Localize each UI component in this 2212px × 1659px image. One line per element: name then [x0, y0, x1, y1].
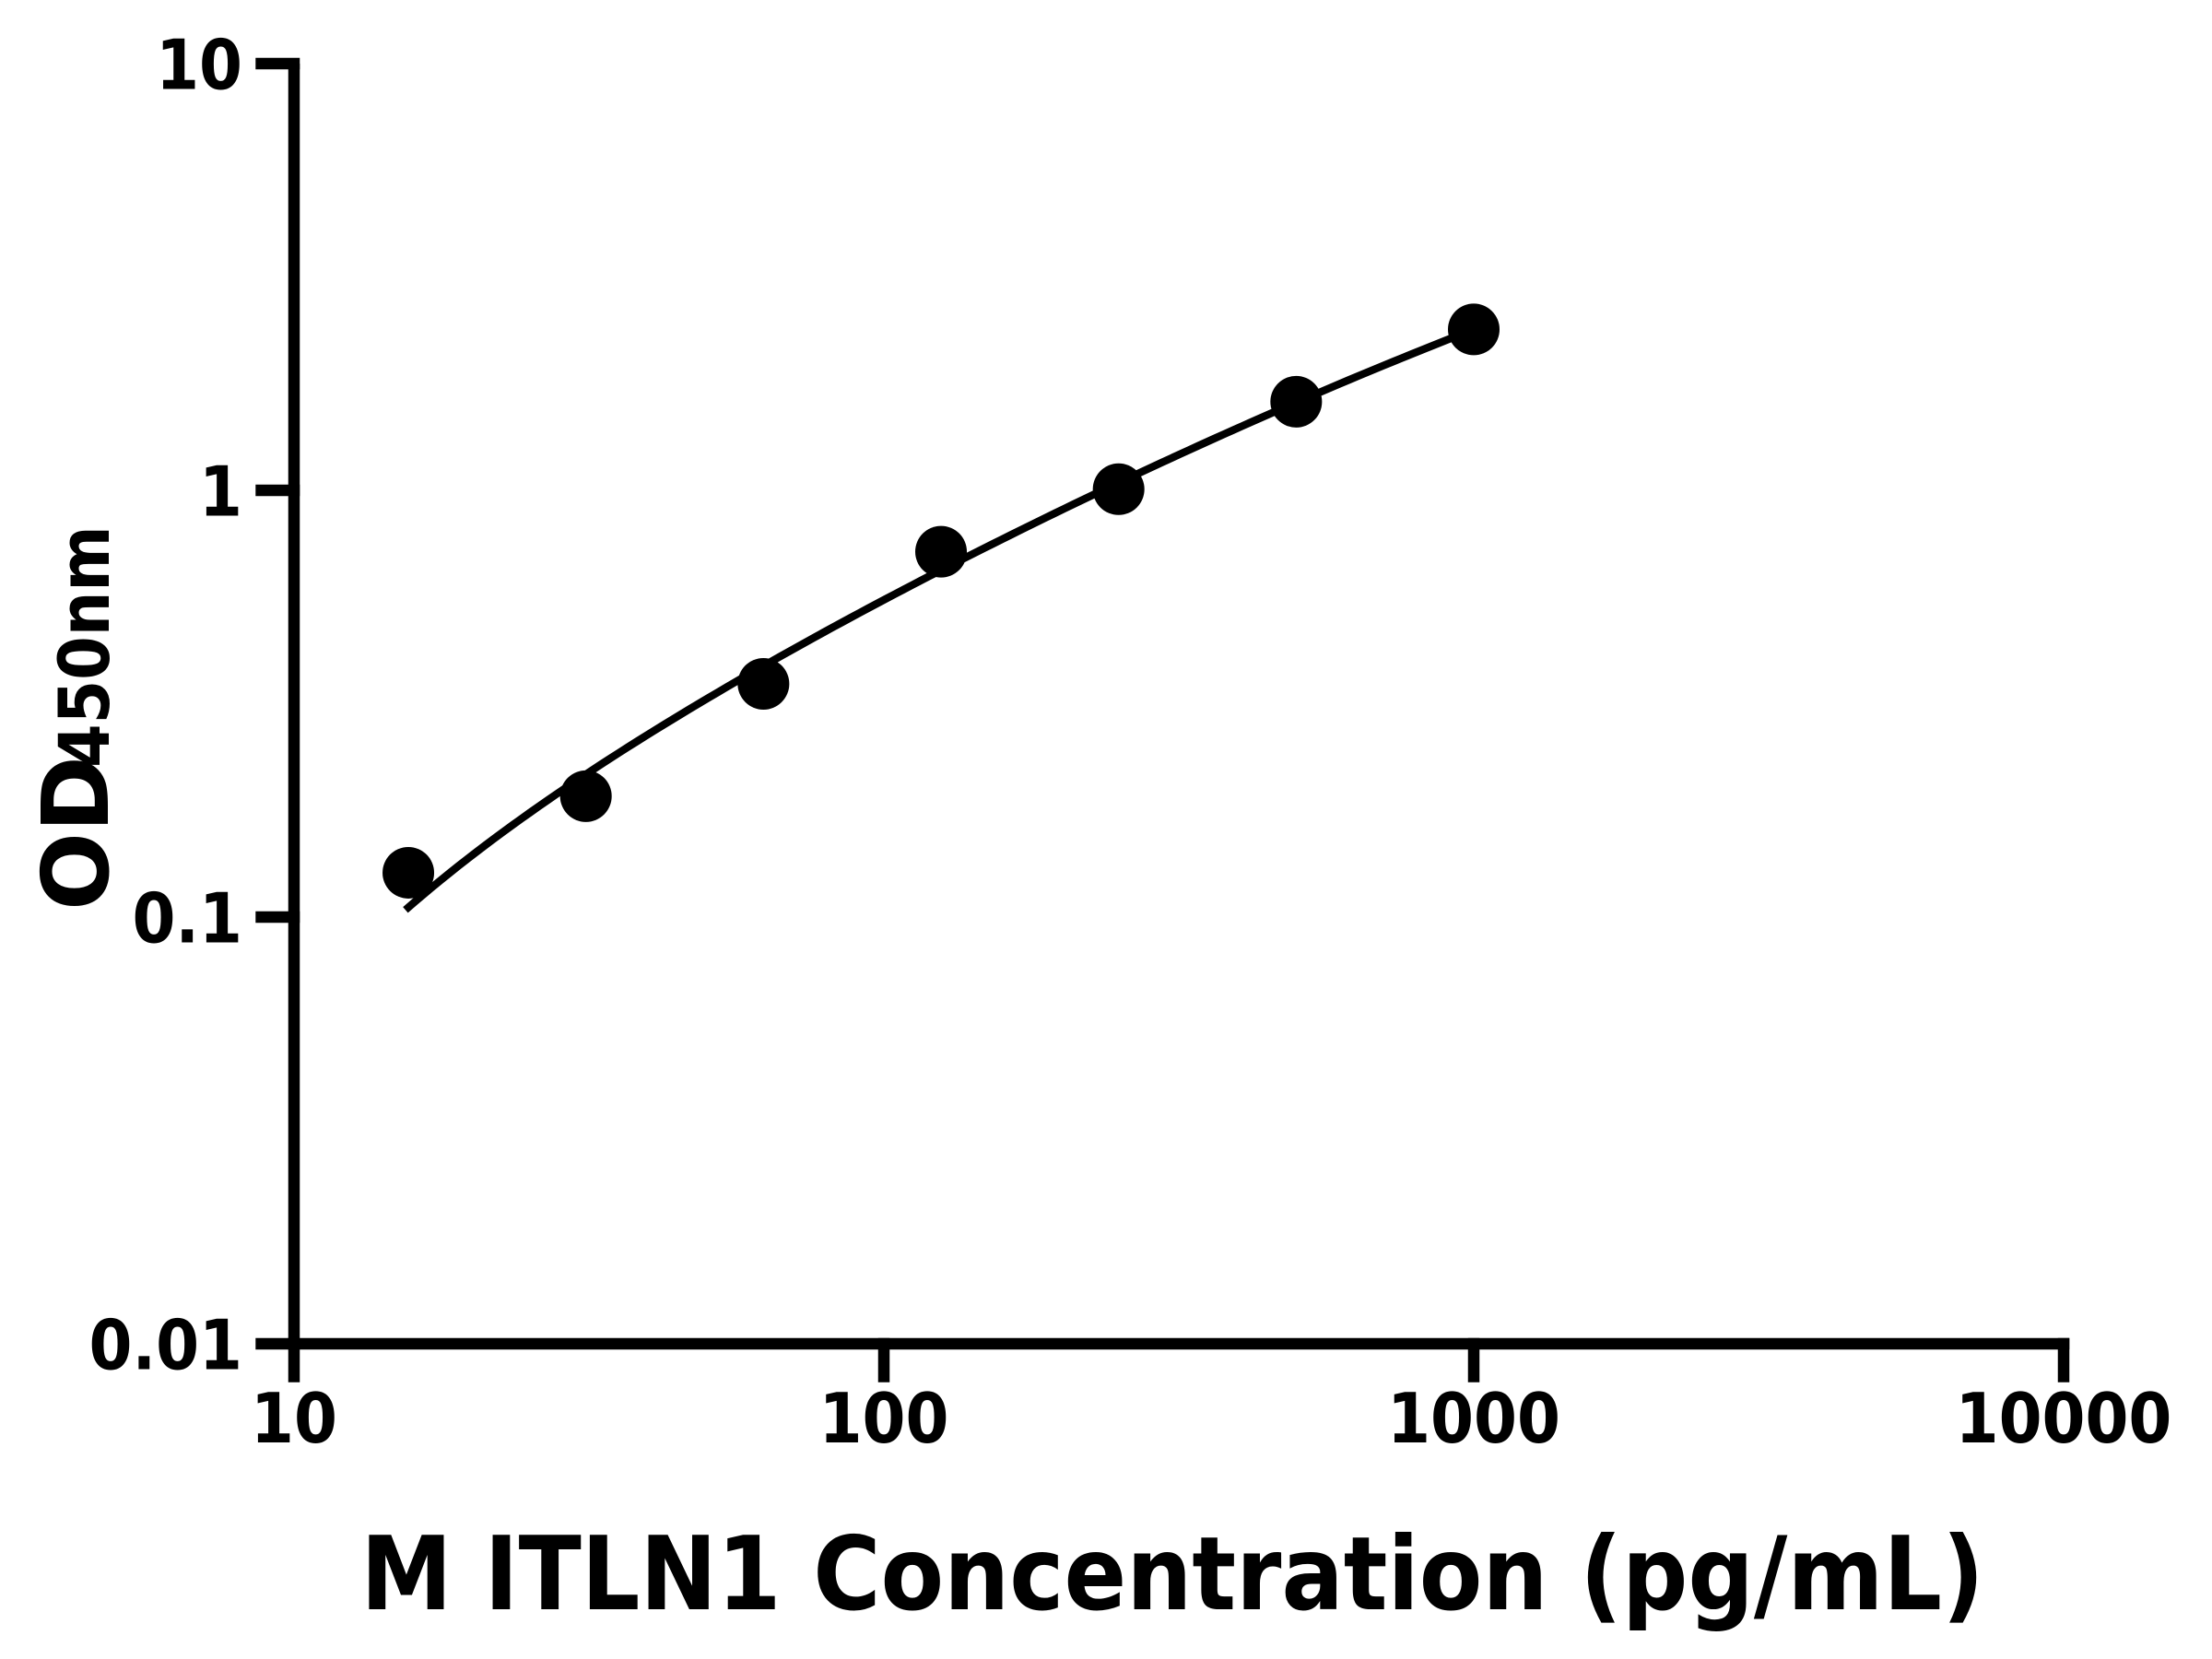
data-point — [559, 770, 612, 822]
y-tick-label: 0.1 — [132, 878, 242, 959]
data-point — [1448, 303, 1500, 356]
y-axis-title-subscript: 450nm — [45, 525, 126, 768]
data-point — [1092, 463, 1145, 515]
data-point — [1270, 375, 1323, 428]
x-tick-label: 10000 — [1956, 1379, 2172, 1459]
data-point — [737, 657, 790, 710]
x-axis-title: M ITLN1 Concentration (pg/mL) — [360, 1514, 1983, 1633]
y-tick-label: 0.01 — [88, 1305, 242, 1385]
data-point — [915, 525, 968, 578]
data-point — [382, 846, 435, 899]
y-axis-title-main: OD — [22, 756, 130, 911]
y-tick-label: 10 — [156, 25, 242, 105]
x-tick-label: 100 — [819, 1379, 949, 1459]
x-tick-label: 10 — [251, 1379, 337, 1459]
x-tick-label: 1000 — [1387, 1379, 1560, 1459]
y-tick-label: 1 — [199, 452, 242, 532]
